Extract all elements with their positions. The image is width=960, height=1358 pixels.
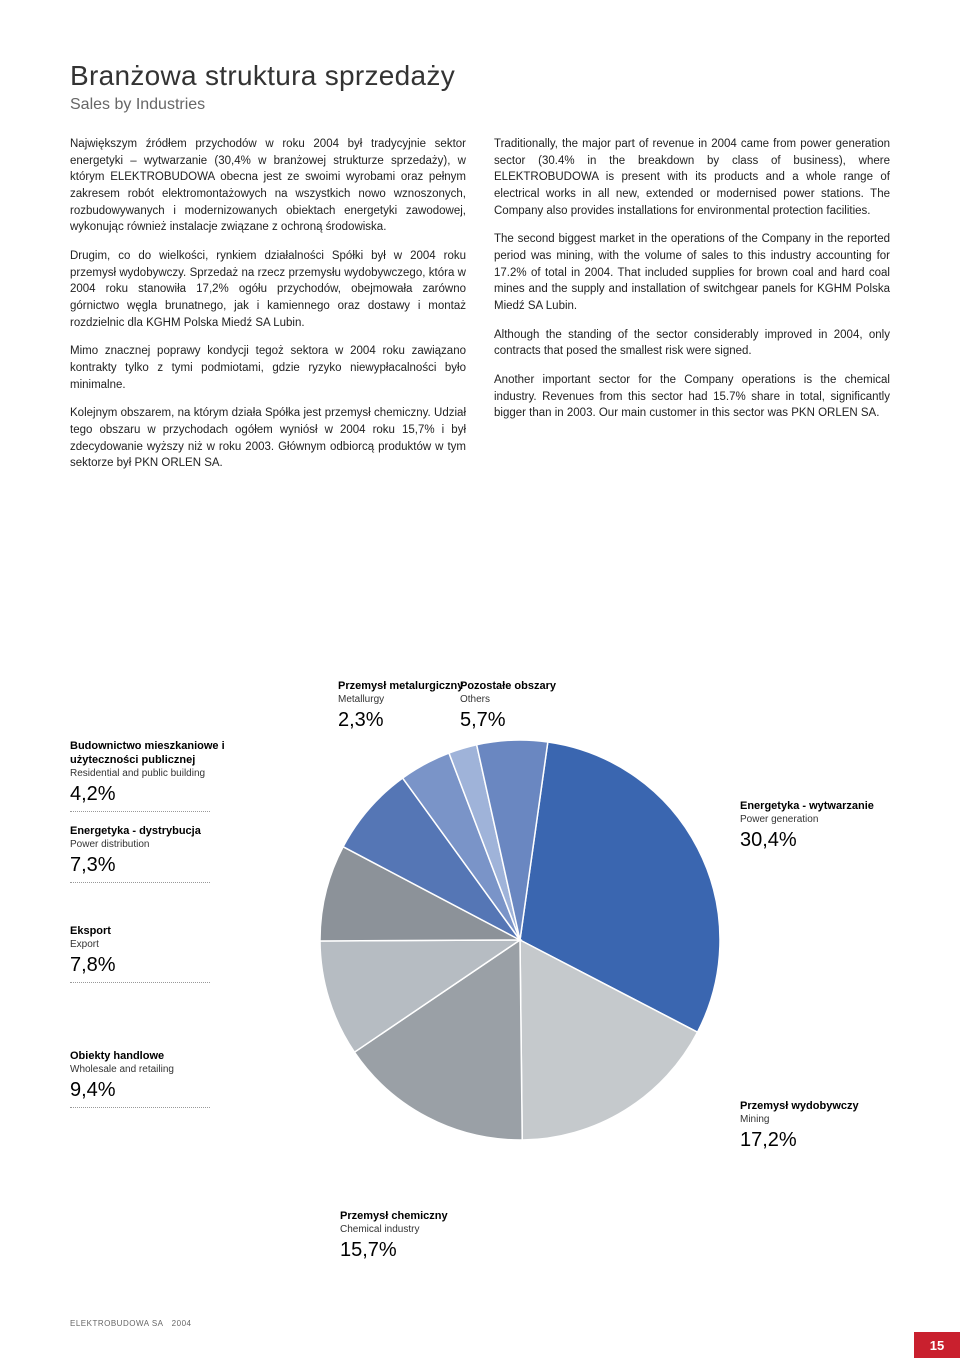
page-number-badge: 15	[914, 1332, 960, 1358]
label-chemical: Przemysł chemiczny Chemical industry 15,…	[340, 1210, 540, 1263]
pie-chart-area: Przemysł metalurgiczny Metallurgy 2,3% P…	[0, 680, 960, 1300]
label-retail-en: Wholesale and retailing	[70, 1064, 260, 1077]
label-powerdist-pct: 7,3%	[70, 853, 260, 878]
label-metallurgy-pl: Przemysł metalurgiczny	[338, 680, 463, 694]
footer-company: ELEKTROBUDOWA SA	[70, 1319, 164, 1328]
label-retail: Obiekty handlowe Wholesale and retailing…	[70, 1050, 260, 1108]
label-others: Pozostałe obszary Others 5,7%	[460, 680, 556, 733]
left-column: Największym źródłem przychodów w roku 20…	[70, 136, 466, 484]
label-others-pl: Pozostałe obszary	[460, 680, 556, 694]
label-powergen-en: Power generation	[740, 814, 910, 827]
label-export: Eksport Export 7,8%	[70, 925, 260, 983]
right-p2: The second biggest market in the operati…	[494, 231, 890, 314]
page-title-pl: Branżowa struktura sprzedaży	[70, 60, 890, 92]
dotted-line	[70, 882, 210, 883]
label-export-pl: Eksport	[70, 925, 260, 939]
dotted-line	[70, 811, 210, 812]
label-powerdist-pl: Energetyka - dystrybucja	[70, 825, 260, 839]
label-retail-pct: 9,4%	[70, 1078, 260, 1103]
left-p2: Drugim, co do wielkości, rynkiem działal…	[70, 248, 466, 331]
label-powergen: Energetyka - wytwarzanie Power generatio…	[740, 800, 910, 853]
label-chemical-pl: Przemysł chemiczny	[340, 1210, 540, 1224]
pie-svg	[310, 730, 730, 1150]
label-chemical-pct: 15,7%	[340, 1238, 540, 1263]
right-p1: Traditionally, the major part of revenue…	[494, 136, 890, 219]
left-p1: Największym źródłem przychodów w roku 20…	[70, 136, 466, 236]
dotted-line	[70, 982, 210, 983]
page-title-en: Sales by Industries	[70, 96, 890, 114]
label-residential-pct: 4,2%	[70, 782, 260, 807]
footer-text: ELEKTROBUDOWA SA 2004	[70, 1319, 191, 1328]
footer-year: 2004	[172, 1319, 192, 1328]
label-retail-pl: Obiekty handlowe	[70, 1050, 260, 1064]
label-residential-pl: Budownictwo mieszkaniowe i użyteczności …	[70, 740, 260, 768]
left-p4: Kolejnym obszarem, na którym działa Spół…	[70, 405, 466, 472]
label-others-en: Others	[460, 694, 556, 707]
label-powerdist-en: Power distribution	[70, 839, 260, 852]
label-residential: Budownictwo mieszkaniowe i użyteczności …	[70, 740, 260, 812]
label-mining-en: Mining	[740, 1114, 910, 1127]
left-p3: Mimo znacznej poprawy kondycji tegoż sek…	[70, 343, 466, 393]
pie-chart	[310, 730, 730, 1150]
label-powergen-pct: 30,4%	[740, 828, 910, 853]
label-powerdist: Energetyka - dystrybucja Power distribut…	[70, 825, 260, 883]
label-chemical-en: Chemical industry	[340, 1224, 540, 1237]
right-p3: Although the standing of the sector cons…	[494, 327, 890, 360]
label-export-en: Export	[70, 939, 260, 952]
label-export-pct: 7,8%	[70, 953, 260, 978]
right-column: Traditionally, the major part of revenue…	[494, 136, 890, 484]
right-p4: Another important sector for the Company…	[494, 372, 890, 422]
label-metallurgy-en: Metallurgy	[338, 694, 463, 707]
label-metallurgy: Przemysł metalurgiczny Metallurgy 2,3%	[338, 680, 463, 733]
label-residential-en: Residential and public building	[70, 768, 260, 781]
label-mining: Przemysł wydobywczy Mining 17,2%	[740, 1100, 910, 1153]
label-powergen-pl: Energetyka - wytwarzanie	[740, 800, 910, 814]
dotted-line	[70, 1107, 210, 1108]
label-mining-pl: Przemysł wydobywczy	[740, 1100, 910, 1114]
label-mining-pct: 17,2%	[740, 1128, 910, 1153]
text-columns: Największym źródłem przychodów w roku 20…	[70, 136, 890, 484]
